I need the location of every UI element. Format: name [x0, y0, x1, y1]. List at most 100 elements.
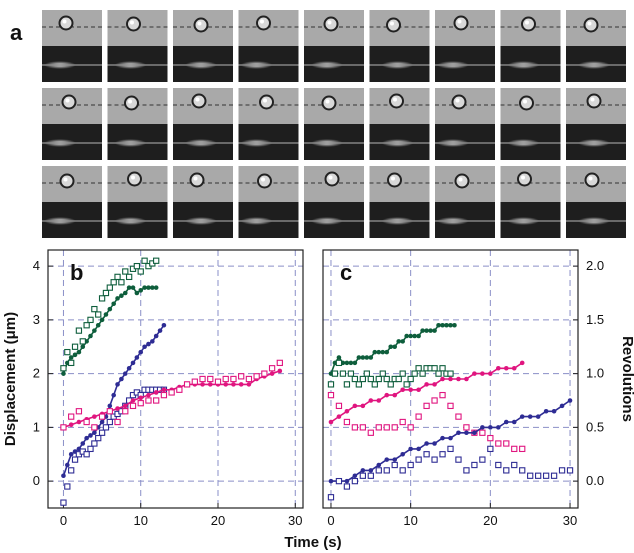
- data-point: [141, 257, 148, 264]
- data-point: [146, 392, 151, 398]
- data-point: [95, 434, 102, 442]
- data-point: [95, 311, 102, 318]
- y-tick-label: 1.5: [586, 312, 604, 327]
- panel-label-c: c: [340, 260, 352, 285]
- data-point: [360, 468, 366, 473]
- data-point: [276, 359, 283, 367]
- data-point: [134, 355, 140, 360]
- data-point: [61, 371, 66, 376]
- data-point: [351, 424, 359, 431]
- data-point: [327, 494, 335, 501]
- micrograph-frame: [435, 10, 495, 82]
- data-point: [99, 419, 105, 425]
- data-point: [64, 483, 71, 490]
- data-point: [130, 398, 136, 403]
- data-point: [359, 424, 366, 431]
- data-point: [138, 395, 144, 401]
- data-point: [183, 381, 191, 388]
- data-point: [336, 414, 342, 419]
- data-point: [335, 402, 343, 410]
- data-point: [277, 368, 283, 374]
- data-point: [88, 433, 93, 438]
- data-point: [488, 371, 493, 376]
- data-point: [238, 373, 245, 380]
- data-point: [447, 402, 454, 410]
- data-point: [352, 473, 358, 479]
- data-point: [480, 371, 485, 376]
- data-point: [415, 413, 422, 420]
- data-point: [363, 370, 370, 377]
- data-point: [416, 333, 421, 339]
- data-point: [230, 375, 237, 383]
- series-green-filled: [328, 322, 457, 376]
- data-point: [496, 365, 501, 371]
- micrograph-frame: [500, 10, 561, 82]
- data-point: [92, 328, 97, 333]
- data-point: [511, 419, 517, 425]
- micrograph-frame: [566, 10, 626, 82]
- micrograph-frame: [369, 88, 430, 160]
- data-point: [566, 467, 574, 474]
- micrograph-frame: [173, 166, 233, 238]
- plot-frame: [322, 249, 579, 509]
- data-point: [68, 359, 75, 367]
- data-point: [391, 461, 398, 469]
- data-point: [403, 381, 410, 388]
- x-tick-label: 0: [327, 513, 334, 528]
- data-point: [432, 382, 437, 387]
- data-point: [214, 378, 222, 385]
- micrograph-frame: [238, 10, 299, 82]
- data-point: [487, 445, 494, 453]
- data-point: [160, 391, 168, 399]
- data-point: [488, 425, 493, 430]
- data-point: [68, 413, 75, 420]
- data-point: [153, 333, 159, 339]
- data-point: [207, 382, 213, 387]
- micrograph-frame: [369, 10, 430, 82]
- micrograph-frame: [173, 10, 233, 82]
- data-point: [351, 375, 359, 383]
- data-point: [360, 403, 366, 409]
- data-point: [439, 391, 446, 399]
- data-point: [92, 430, 97, 436]
- data-point: [472, 430, 477, 436]
- data-point: [161, 322, 167, 328]
- data-point: [407, 375, 414, 383]
- data-point: [157, 328, 163, 333]
- data-point: [98, 429, 106, 436]
- data-point: [98, 413, 106, 420]
- x-tick-label: 20: [483, 513, 497, 528]
- data-point: [102, 424, 110, 431]
- series-blue-open: [327, 445, 574, 501]
- data-point: [137, 400, 144, 407]
- data-point: [110, 279, 117, 286]
- panel-label-b: b: [70, 260, 83, 285]
- data-point: [392, 392, 398, 398]
- data-point: [328, 419, 334, 425]
- micrograph-grid: [42, 10, 626, 238]
- data-point: [351, 477, 359, 485]
- data-point: [503, 365, 509, 371]
- data-point: [119, 376, 124, 382]
- data-point: [161, 387, 167, 393]
- data-point: [87, 316, 94, 324]
- data-point: [400, 339, 405, 344]
- data-point: [399, 370, 406, 377]
- data-point: [424, 382, 429, 387]
- data-point: [60, 499, 67, 506]
- y-tick-label: 2: [33, 366, 40, 381]
- data-point: [435, 370, 442, 377]
- series-green-filled: [61, 285, 159, 376]
- data-point: [424, 441, 429, 446]
- data-point: [455, 456, 462, 463]
- data-point: [80, 441, 86, 446]
- data-point: [480, 425, 485, 430]
- data-point: [527, 414, 533, 419]
- data-point: [331, 370, 339, 377]
- data-point: [423, 402, 430, 410]
- y-tick-label: 1: [33, 419, 40, 434]
- data-point: [115, 296, 120, 301]
- data-point: [519, 467, 526, 474]
- data-point: [87, 445, 94, 453]
